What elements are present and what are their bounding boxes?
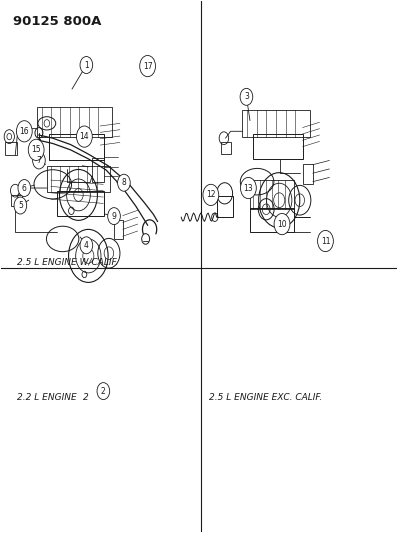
Text: 11: 11 xyxy=(321,237,330,246)
Text: 5: 5 xyxy=(18,201,23,210)
Text: 15: 15 xyxy=(31,146,41,155)
Bar xyxy=(221,142,230,154)
Text: 3: 3 xyxy=(244,92,249,101)
Circle shape xyxy=(240,88,253,106)
Text: 12: 12 xyxy=(206,190,216,199)
Text: 2: 2 xyxy=(101,386,106,395)
Bar xyxy=(49,134,104,160)
Text: 16: 16 xyxy=(20,127,29,136)
Circle shape xyxy=(28,139,44,160)
Circle shape xyxy=(33,152,45,169)
Bar xyxy=(250,180,294,209)
Circle shape xyxy=(108,208,120,224)
Text: 2: 2 xyxy=(83,393,88,402)
Text: 10: 10 xyxy=(277,220,287,229)
Circle shape xyxy=(318,230,334,252)
Bar xyxy=(253,134,302,159)
Bar xyxy=(92,158,104,182)
Text: 4: 4 xyxy=(84,241,89,250)
Text: 9: 9 xyxy=(111,212,117,221)
Text: 2.2 L ENGINE: 2.2 L ENGINE xyxy=(17,393,77,402)
Circle shape xyxy=(140,55,156,77)
Text: 1: 1 xyxy=(84,61,89,69)
Circle shape xyxy=(203,184,219,206)
Bar xyxy=(114,220,123,239)
Circle shape xyxy=(274,214,290,235)
Circle shape xyxy=(18,180,31,197)
Bar xyxy=(250,208,294,231)
Circle shape xyxy=(16,120,32,142)
Text: 14: 14 xyxy=(80,132,89,141)
Circle shape xyxy=(76,126,92,147)
Bar xyxy=(11,195,22,206)
Bar xyxy=(5,142,17,155)
Text: 7: 7 xyxy=(37,156,41,165)
Text: 13: 13 xyxy=(244,183,253,192)
Circle shape xyxy=(80,56,93,74)
Bar xyxy=(303,164,313,184)
Text: 2.5 L ENGINE EXC. CALIF.: 2.5 L ENGINE EXC. CALIF. xyxy=(209,393,322,402)
Bar xyxy=(217,196,232,217)
Text: 90125 800A: 90125 800A xyxy=(13,14,101,28)
Bar xyxy=(57,191,104,216)
Bar xyxy=(47,166,110,192)
Circle shape xyxy=(240,177,256,199)
Text: 6: 6 xyxy=(22,183,27,192)
Circle shape xyxy=(117,174,130,191)
Circle shape xyxy=(97,383,110,400)
Text: 8: 8 xyxy=(121,178,126,187)
Bar xyxy=(37,108,112,136)
Text: 2.5 L ENGINE W/CALIF.: 2.5 L ENGINE W/CALIF. xyxy=(17,257,119,266)
Circle shape xyxy=(80,237,93,254)
Text: 17: 17 xyxy=(143,62,152,70)
Bar xyxy=(242,110,310,136)
Circle shape xyxy=(14,197,27,214)
